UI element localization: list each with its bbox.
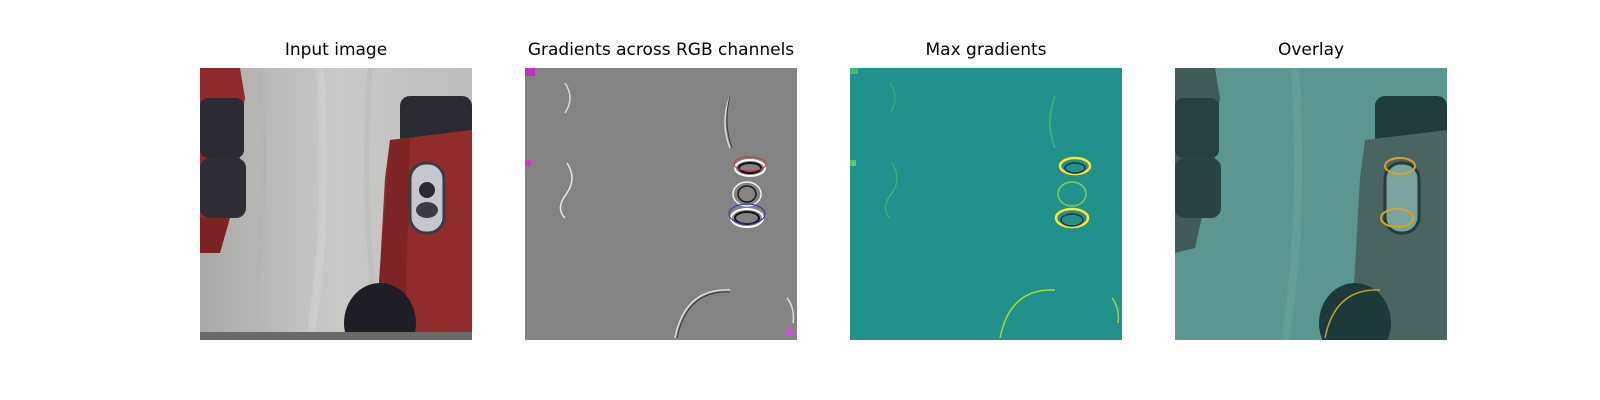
overlay-panel xyxy=(1175,68,1447,340)
rgb-gradients-panel xyxy=(525,68,797,340)
panel-title-overlay: Overlay xyxy=(1277,40,1345,60)
max-gradients-panel xyxy=(850,68,1122,340)
input-image-panel xyxy=(200,68,472,340)
panel-title-gradients: Gradients across RGB channels xyxy=(527,40,795,60)
panel-title-input: Input image xyxy=(284,40,388,60)
panel-title-max-gradients: Max gradients xyxy=(925,40,1047,60)
